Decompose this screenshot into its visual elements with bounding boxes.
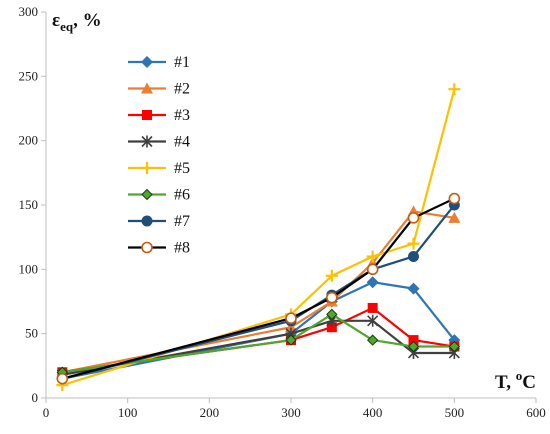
legend-item: #2 <box>128 81 190 98</box>
x-tick-label: 100 <box>118 405 138 420</box>
y-tick-label: 250 <box>19 68 39 83</box>
y-tick-label: 200 <box>19 133 39 148</box>
series-line <box>62 313 455 374</box>
legend-marker <box>141 188 153 201</box>
data-point <box>407 340 420 353</box>
data-point <box>366 334 379 346</box>
data-point <box>285 334 297 346</box>
data-point <box>448 211 461 223</box>
y-tick-label: 150 <box>19 197 39 212</box>
x-tick-label: 600 <box>526 405 546 420</box>
x-tick-label: 500 <box>445 405 465 420</box>
x-axis-title: T, oC <box>495 368 536 393</box>
x-axis-title-rest: C <box>522 372 536 393</box>
legend-marker <box>141 215 153 227</box>
data-point <box>366 250 379 263</box>
legend-item: #1 <box>128 54 190 71</box>
y-tick-label: 0 <box>32 390 39 405</box>
series-line <box>62 210 455 374</box>
x-tick-label: 400 <box>363 405 383 420</box>
series-2 <box>56 205 461 378</box>
series-line <box>62 204 456 380</box>
data-point <box>366 263 379 276</box>
data-point <box>285 321 297 333</box>
y-tick-label: 100 <box>19 261 39 276</box>
data-point <box>285 312 297 325</box>
data-point <box>448 192 461 205</box>
x-tick-label: 200 <box>200 405 220 420</box>
data-point <box>448 83 461 96</box>
legend-label: #3 <box>174 107 190 124</box>
y-axis-title-main: ε <box>52 10 60 31</box>
x-tick-label: 300 <box>281 405 301 420</box>
series-line <box>62 88 456 387</box>
data-point <box>326 308 338 321</box>
series-layer <box>56 83 461 392</box>
series-8 <box>56 192 461 385</box>
data-point <box>367 314 379 327</box>
legend-item: #5 <box>128 160 190 177</box>
legend-marker <box>141 135 153 148</box>
data-point <box>325 269 338 282</box>
y-tick-label: 300 <box>19 4 39 19</box>
legend-label: #5 <box>174 160 190 177</box>
legend-label: #1 <box>174 54 190 71</box>
legend-label: #6 <box>174 187 190 204</box>
series-6 <box>56 308 461 378</box>
data-point <box>407 282 420 295</box>
x-axis-title-sup: o <box>516 368 523 383</box>
legend-item: #8 <box>128 240 190 257</box>
data-point <box>448 340 461 353</box>
y-axis-title-rest: , % <box>73 10 102 31</box>
y-axis-title-sub: eq <box>60 19 74 34</box>
legend-item: #7 <box>128 213 190 230</box>
legend-item: #3 <box>128 107 190 124</box>
legend: #1 #2 #3 #4 #5 #6 #7 #8 <box>128 54 190 257</box>
data-point <box>366 276 379 289</box>
x-axis-title-main: T, <box>495 372 516 393</box>
y-axis-title: εeq, % <box>52 10 102 34</box>
series-5 <box>56 83 461 392</box>
legend-marker <box>141 56 153 68</box>
legend-label: #7 <box>174 213 190 230</box>
data-point <box>326 291 338 304</box>
legend-label: #4 <box>174 134 190 151</box>
legend-marker <box>141 82 153 94</box>
legend-label: #2 <box>174 81 190 98</box>
data-point <box>407 237 420 250</box>
series-7 <box>56 199 460 385</box>
data-point <box>56 372 69 385</box>
data-point <box>407 212 420 224</box>
legend-marker <box>141 162 153 174</box>
y-tick-label: 50 <box>25 326 38 341</box>
legend-marker <box>141 241 153 254</box>
data-point <box>408 335 419 346</box>
legend-item: #4 <box>128 134 190 151</box>
data-point <box>367 302 378 313</box>
series-line <box>62 197 455 380</box>
legend-item: #6 <box>128 187 190 204</box>
series-line <box>62 319 455 376</box>
legend-label: #8 <box>174 240 190 257</box>
axes: 0 100 200 300 400 500 600 0 50 100 150 200 250 300 <box>19 4 546 420</box>
data-point <box>408 250 419 262</box>
data-point <box>326 322 337 333</box>
x-tick-label: 0 <box>43 405 50 420</box>
legend-marker <box>142 110 152 120</box>
